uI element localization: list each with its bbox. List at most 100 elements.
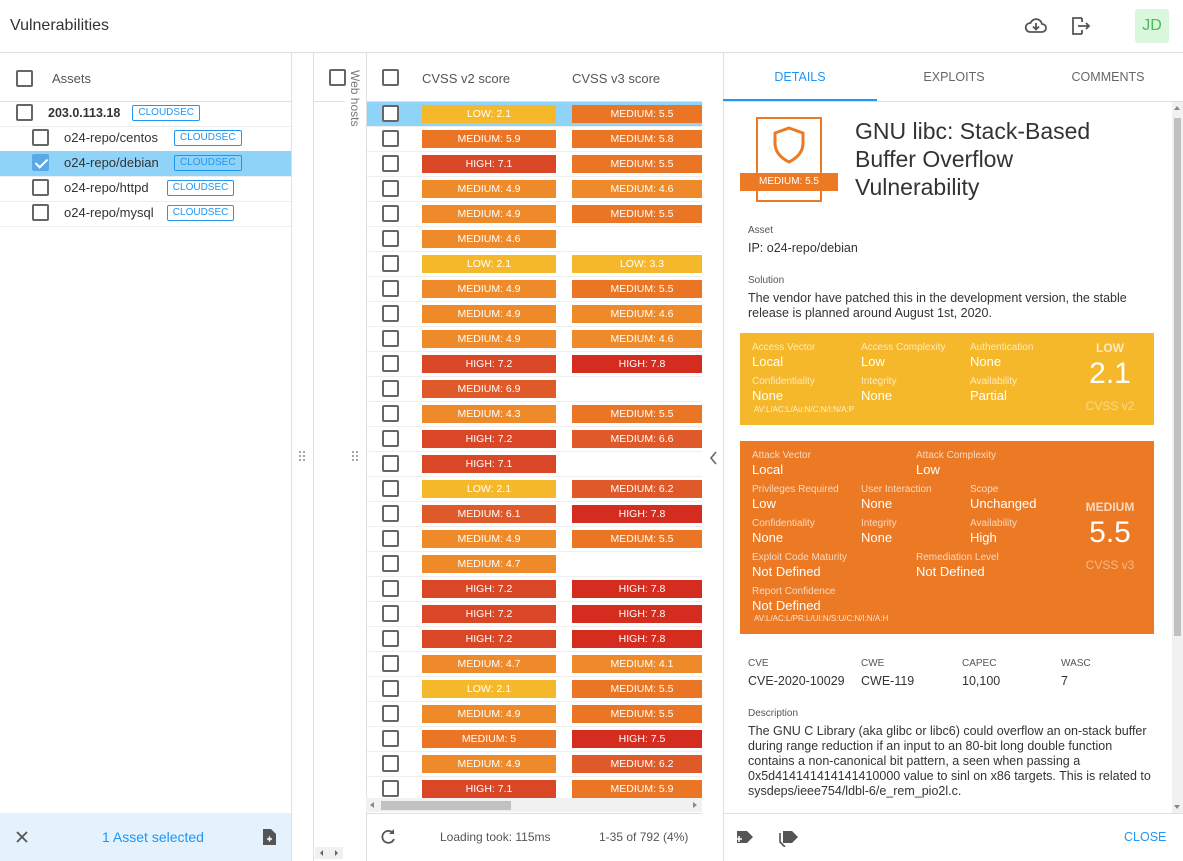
score-chip: MEDIUM: 6.6 — [572, 430, 702, 448]
field-value: Partial — [970, 388, 1007, 403]
checkbox — [382, 730, 399, 747]
tag: CLOUDSEC — [174, 130, 242, 146]
field-value: Low — [916, 462, 940, 477]
row-line — [367, 651, 702, 652]
field-label: Privileges Required — [752, 484, 839, 495]
score-chip: MEDIUM: 5.5 — [572, 405, 702, 423]
cvss-box: Access Vector Local Access Complexity Low Au… — [740, 333, 1154, 425]
checkbox — [382, 105, 399, 122]
tab[interactable]: DETAILS — [723, 52, 877, 101]
selection-count: 1 Asset selected — [102, 829, 204, 845]
field-label: Integrity — [861, 518, 897, 529]
checkbox — [382, 755, 399, 772]
score-chip: MEDIUM: 5.9 — [422, 130, 556, 148]
score-chip: MEDIUM: 6.9 — [422, 380, 556, 398]
row-line — [367, 601, 702, 602]
checkbox — [382, 455, 399, 472]
checkbox — [382, 330, 399, 347]
checkbox — [382, 405, 399, 422]
row-line — [367, 376, 702, 377]
checkbox — [382, 505, 399, 522]
checkbox — [32, 179, 49, 196]
row-line — [0, 176, 291, 177]
report-icon[interactable] — [259, 827, 279, 847]
field-value: None — [752, 530, 784, 545]
row-line — [367, 201, 702, 202]
score-chip: MEDIUM: 4.6 — [572, 305, 702, 323]
score-chip: MEDIUM: 4.7 — [422, 655, 556, 673]
clear-icon[interactable] — [12, 827, 32, 847]
row-line — [367, 176, 702, 177]
field-value: Local — [752, 462, 784, 477]
score: 2.1 — [1089, 357, 1131, 390]
logout-icon[interactable] — [1068, 14, 1092, 38]
add-tag-icon[interactable] — [735, 827, 757, 847]
tab[interactable]: EXPLOITS — [923, 70, 985, 84]
score-chip: MEDIUM: 4.9 — [422, 280, 556, 298]
refresh-icon[interactable] — [378, 827, 398, 847]
row-line — [367, 776, 702, 777]
field-value: None — [861, 496, 893, 511]
score-chip: HIGH: 7.8 — [572, 630, 702, 648]
checkbox — [382, 130, 399, 147]
field-label: Remediation Level — [916, 552, 999, 563]
close-button[interactable]: CLOSE — [1124, 830, 1167, 844]
field-label: Availability — [970, 376, 1018, 387]
row-line — [367, 751, 702, 752]
score-chip: MEDIUM: 4.9 — [422, 755, 556, 773]
row-line — [367, 151, 702, 152]
side-column-checkbox — [329, 69, 346, 86]
field-value: High — [970, 530, 997, 545]
checkbox — [32, 129, 49, 146]
field-value: CVE-2020-10029 — [748, 674, 845, 688]
field-label: Authentication — [970, 342, 1034, 353]
checkbox — [382, 580, 399, 597]
field-label: Asset — [748, 225, 774, 236]
field-value: The GNU C Library (aka glibc or libc6) c… — [748, 724, 1151, 798]
checkbox — [382, 255, 399, 272]
score-chip: MEDIUM: 5.5 — [572, 205, 702, 223]
score-chip: HIGH: 7.8 — [572, 505, 702, 523]
score-chip: HIGH: 7.2 — [422, 630, 556, 648]
field-label: Report Confidence — [752, 586, 836, 597]
score-chip: HIGH: 7.1 — [422, 455, 556, 473]
row-line — [367, 401, 702, 402]
field-value: Not Defined — [752, 564, 821, 579]
field-label: CWE — [861, 658, 885, 669]
asset-label: o24-repo/httpd — [64, 180, 149, 195]
score-chip: MEDIUM: 4.1 — [572, 655, 702, 673]
tag: CLOUDSEC — [166, 180, 235, 196]
score-chip: MEDIUM: 5.8 — [572, 130, 702, 148]
paging: 1-35 of 792 (4%) — [599, 830, 689, 844]
score-chip: MEDIUM: 6.2 — [572, 480, 702, 498]
row-line — [367, 301, 702, 302]
row-line — [0, 126, 291, 127]
field-value: None — [970, 354, 1002, 369]
score-chip: MEDIUM: 4.9 — [422, 530, 556, 548]
field-label: CVE — [748, 658, 769, 669]
score-chip: MEDIUM: 4.9 — [422, 305, 556, 323]
field-label: Integrity — [861, 376, 897, 387]
checkbox — [382, 155, 399, 172]
field-label: WASC — [1061, 658, 1091, 669]
host-label: 203.0.113.18 — [48, 106, 121, 120]
field-value: 10,100 — [962, 674, 1001, 688]
field-value: 7 — [1061, 674, 1068, 688]
score-chip: HIGH: 7.8 — [572, 355, 702, 373]
tag: CLOUDSEC — [132, 105, 200, 121]
field-label: CAPEC — [962, 658, 997, 669]
checkbox — [382, 780, 399, 797]
tags-icon[interactable] — [779, 827, 801, 847]
download-icon[interactable] — [1024, 14, 1048, 38]
field-label: Solution — [748, 275, 785, 286]
field-label: Scope — [970, 484, 999, 495]
field-label: User Interaction — [861, 484, 932, 495]
score-chip: MEDIUM: 6.1 — [422, 505, 556, 523]
tab[interactable]: COMMENTS — [1071, 70, 1145, 84]
score-chip: LOW: 2.1 — [422, 480, 556, 498]
row-line — [367, 326, 702, 327]
field-value: IP: o24-repo/debian — [748, 241, 858, 255]
checkbox — [382, 230, 399, 247]
